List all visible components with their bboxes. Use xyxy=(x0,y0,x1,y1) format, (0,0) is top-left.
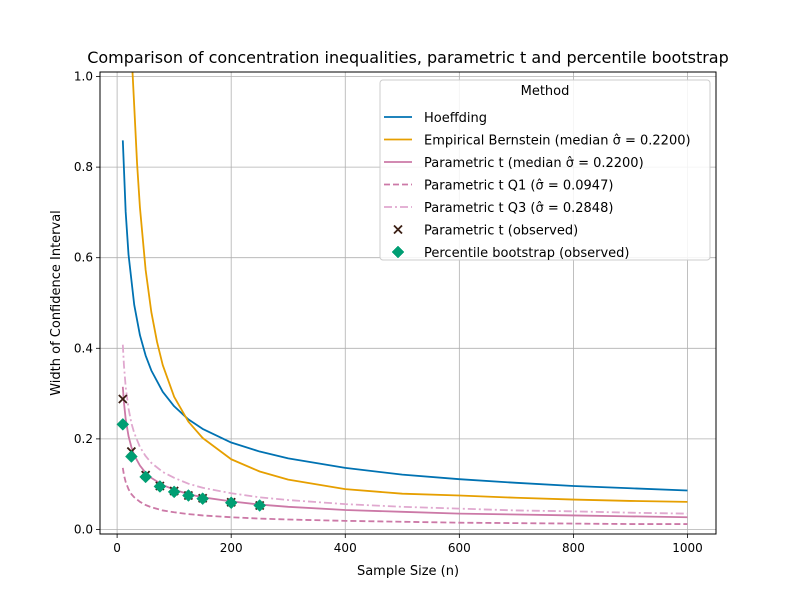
data-point-percentile-bootstrap-observed xyxy=(253,499,267,512)
x-tick-label: 400 xyxy=(334,541,357,555)
data-point-percentile-bootstrap-observed xyxy=(224,496,238,510)
tick-layer: 0 200 400 600 800 1000 0.0 0.2 0.4 0.6 0.8 1.0 xyxy=(74,70,703,555)
legend-label-t-median: Parametric t (median σ̂ = 0.2200) xyxy=(424,156,644,171)
y-axis-label: Width of Confidence Interval xyxy=(49,210,64,396)
legend-title: Method xyxy=(521,84,570,99)
data-point-percentile-bootstrap-observed xyxy=(196,492,210,506)
legend-swatch-bootstrap-observed xyxy=(391,245,405,259)
series-line-empirical-bernstein-median-0-2200 xyxy=(131,72,688,503)
y-tick-label: 0.4 xyxy=(74,341,93,355)
legend-swatch-t-observed xyxy=(393,224,403,235)
x-tick-label: 800 xyxy=(562,541,585,555)
data-point-percentile-bootstrap-observed xyxy=(139,470,152,484)
legend-label-bootstrap-observed: Percentile bootstrap (observed) xyxy=(424,246,630,261)
series-line-parametric-t-q3-0-2848 xyxy=(121,344,688,515)
chart-title: Comparison of concentration inequalities… xyxy=(87,48,729,67)
series-line-hoeffding xyxy=(121,140,688,492)
legend: Method Hoeffding Empirical Bernstein (medi… xyxy=(379,79,711,261)
legend-label-t-q1: Parametric t Q1 (σ̂ = 0.0947) xyxy=(424,179,613,194)
data-point-parametric-t-observed xyxy=(118,394,128,404)
legend-label-bernstein: Empirical Bernstein (median σ̂ = 0.2200) xyxy=(424,134,691,149)
data-point-percentile-bootstrap-observed xyxy=(182,489,195,502)
data-point-percentile-bootstrap-observed xyxy=(153,480,167,493)
data-point-percentile-bootstrap-observed xyxy=(125,450,138,463)
marker-layer xyxy=(116,394,267,512)
legend-label-t-q3: Parametric t Q3 (σ̂ = 0.2848) xyxy=(424,201,613,216)
data-point-percentile-bootstrap-observed xyxy=(167,485,181,499)
plot-frame xyxy=(99,71,717,535)
legend-box xyxy=(379,79,711,261)
series-line-parametric-t-q1-0-0947 xyxy=(121,467,688,525)
y-tick-label: 0.8 xyxy=(74,160,93,174)
y-tick-label: 0.6 xyxy=(74,251,93,265)
legend-label-t-observed: Parametric t (observed) xyxy=(424,224,578,239)
y-tick-label: 0.0 xyxy=(74,522,93,536)
x-tick-label: 1000 xyxy=(672,541,703,555)
legend-label-hoeffding: Hoeffding xyxy=(424,111,487,126)
x-axis-label: Sample Size (n) xyxy=(357,564,459,579)
x-tick-label: 600 xyxy=(448,541,471,555)
x-tick-label: 200 xyxy=(220,541,243,555)
x-tick-label: 0 xyxy=(113,541,121,555)
y-tick-label: 0.2 xyxy=(74,432,93,446)
data-point-percentile-bootstrap-observed xyxy=(116,418,130,431)
y-tick-label: 1.0 xyxy=(74,70,93,84)
